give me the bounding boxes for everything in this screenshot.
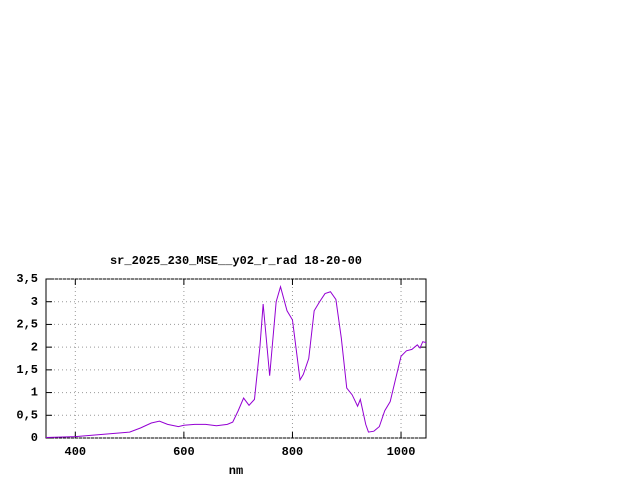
chart-title: sr_2025_230_MSE__y02_r_rad 18-20-00 bbox=[110, 254, 362, 268]
x-tick-label: 800 bbox=[282, 445, 304, 459]
y-tick-label: 1 bbox=[31, 386, 38, 400]
x-tick-label: 1000 bbox=[387, 445, 416, 459]
y-tick-label: 2 bbox=[31, 340, 38, 354]
y-tick-label: 3,5 bbox=[16, 272, 38, 286]
x-axis-label: nm bbox=[229, 464, 243, 478]
y-tick-label: 1,5 bbox=[16, 363, 38, 377]
y-tick-label: 2,5 bbox=[16, 318, 38, 332]
y-tick-label: 0,5 bbox=[16, 408, 38, 422]
y-tick-label: 3 bbox=[31, 295, 38, 309]
x-tick-label: 400 bbox=[65, 445, 87, 459]
x-tick-label: 600 bbox=[173, 445, 195, 459]
y-tick-label: 0 bbox=[31, 431, 38, 445]
plot-frame bbox=[45, 278, 427, 439]
data-line bbox=[45, 284, 427, 439]
